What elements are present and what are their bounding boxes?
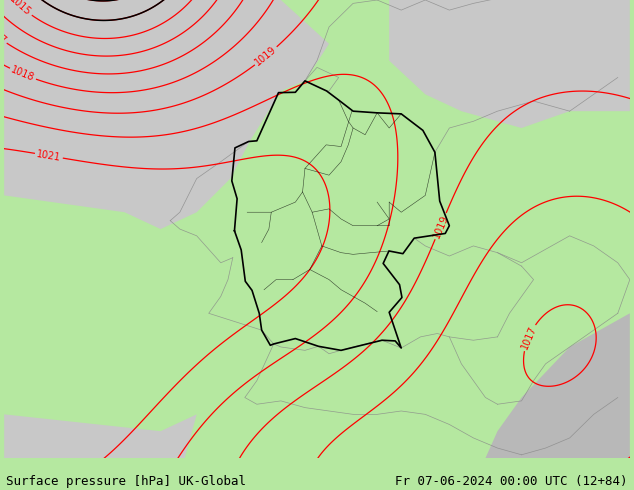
Text: 1018: 1018: [10, 65, 36, 83]
Polygon shape: [4, 415, 197, 458]
Text: Surface pressure [hPa] UK-Global: Surface pressure [hPa] UK-Global: [6, 474, 247, 488]
Text: 1015: 1015: [8, 0, 33, 18]
Polygon shape: [486, 313, 630, 458]
Text: 1019: 1019: [254, 45, 278, 68]
Text: 1021: 1021: [36, 149, 62, 163]
Polygon shape: [4, 0, 329, 229]
Polygon shape: [389, 0, 630, 128]
Text: Fr 07-06-2024 00:00 UTC (12+84): Fr 07-06-2024 00:00 UTC (12+84): [395, 474, 628, 488]
Text: 1017: 1017: [0, 24, 8, 46]
Text: 1017: 1017: [519, 324, 538, 351]
Text: 1019: 1019: [431, 213, 450, 239]
